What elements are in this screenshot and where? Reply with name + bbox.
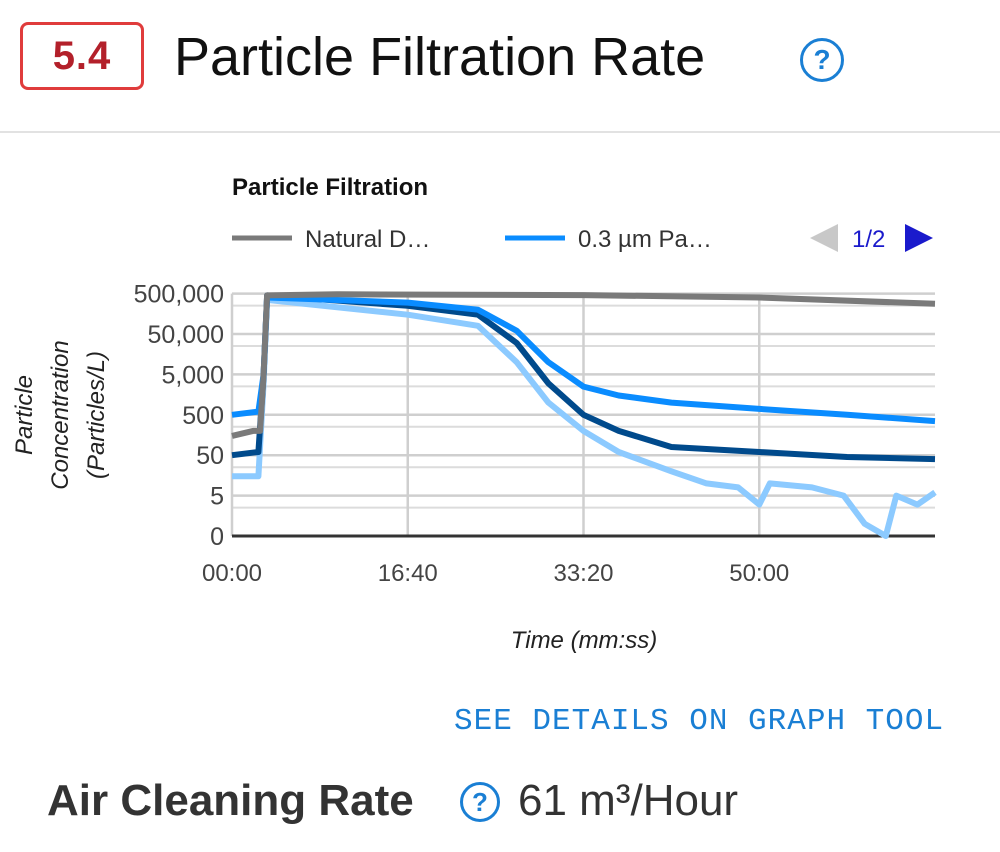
page-title: Particle Filtration Rate xyxy=(174,27,706,87)
y-tick-label: 50,000 xyxy=(148,321,224,349)
particle-filtration-chart: Particle Filtration Natural D… 0.3 µm Pa… xyxy=(11,174,937,654)
y-axis-label: Particle Concentration (Particles/L) xyxy=(11,340,110,489)
chart-title: Particle Filtration xyxy=(232,174,428,201)
series-line-3 xyxy=(232,296,937,539)
see-details-link[interactable]: SEE DETAILS ON GRAPH TOOL xyxy=(454,704,945,739)
air-cleaning-rate-label: Air Cleaning Rate xyxy=(47,776,414,825)
question-circle-icon[interactable]: ? xyxy=(460,782,500,822)
section-number-badge: 5.4 xyxy=(20,22,144,90)
air-cleaning-rate-value: 61 m³/Hour xyxy=(518,776,739,825)
y-axis-label-line2: Concentration xyxy=(47,340,74,489)
y-tick-label: 5 xyxy=(210,483,224,511)
series-lines xyxy=(231,291,937,539)
legend-label-03um: 0.3 µm Pa… xyxy=(578,226,712,253)
x-tick-label: 16:40 xyxy=(378,560,438,587)
y-axis-label-line3: (Particles/L) xyxy=(83,351,110,479)
legend-page: 1/2 xyxy=(852,226,885,253)
y-tick-label: 5,000 xyxy=(161,361,224,389)
y-tick-label: 500 xyxy=(182,402,224,430)
y-tick-label: 0 xyxy=(210,523,224,551)
y-axis-label-line1: Particle xyxy=(11,375,38,455)
x-tick-labels: 00:00 16:40 33:20 50:00 xyxy=(202,560,789,587)
legend-prev-arrow-icon[interactable] xyxy=(810,224,838,252)
legend-label-natural: Natural D… xyxy=(305,226,430,253)
x-tick-label: 00:00 xyxy=(202,560,262,587)
series-line-0 xyxy=(231,291,936,439)
x-tick-label: 50:00 xyxy=(729,560,789,587)
divider xyxy=(0,131,1000,133)
legend: Natural D… 0.3 µm Pa… 1/2 xyxy=(232,224,933,253)
x-tick-label: 33:20 xyxy=(553,560,613,587)
y-tick-labels: 0 5 50 500 5,000 50,000 500,000 xyxy=(134,281,224,551)
x-axis-label: Time (mm:ss) xyxy=(511,627,657,654)
legend-next-arrow-icon[interactable] xyxy=(905,224,933,252)
y-tick-label: 50 xyxy=(196,442,224,470)
y-tick-label: 500,000 xyxy=(134,281,224,309)
question-circle-icon[interactable]: ? xyxy=(800,38,844,82)
